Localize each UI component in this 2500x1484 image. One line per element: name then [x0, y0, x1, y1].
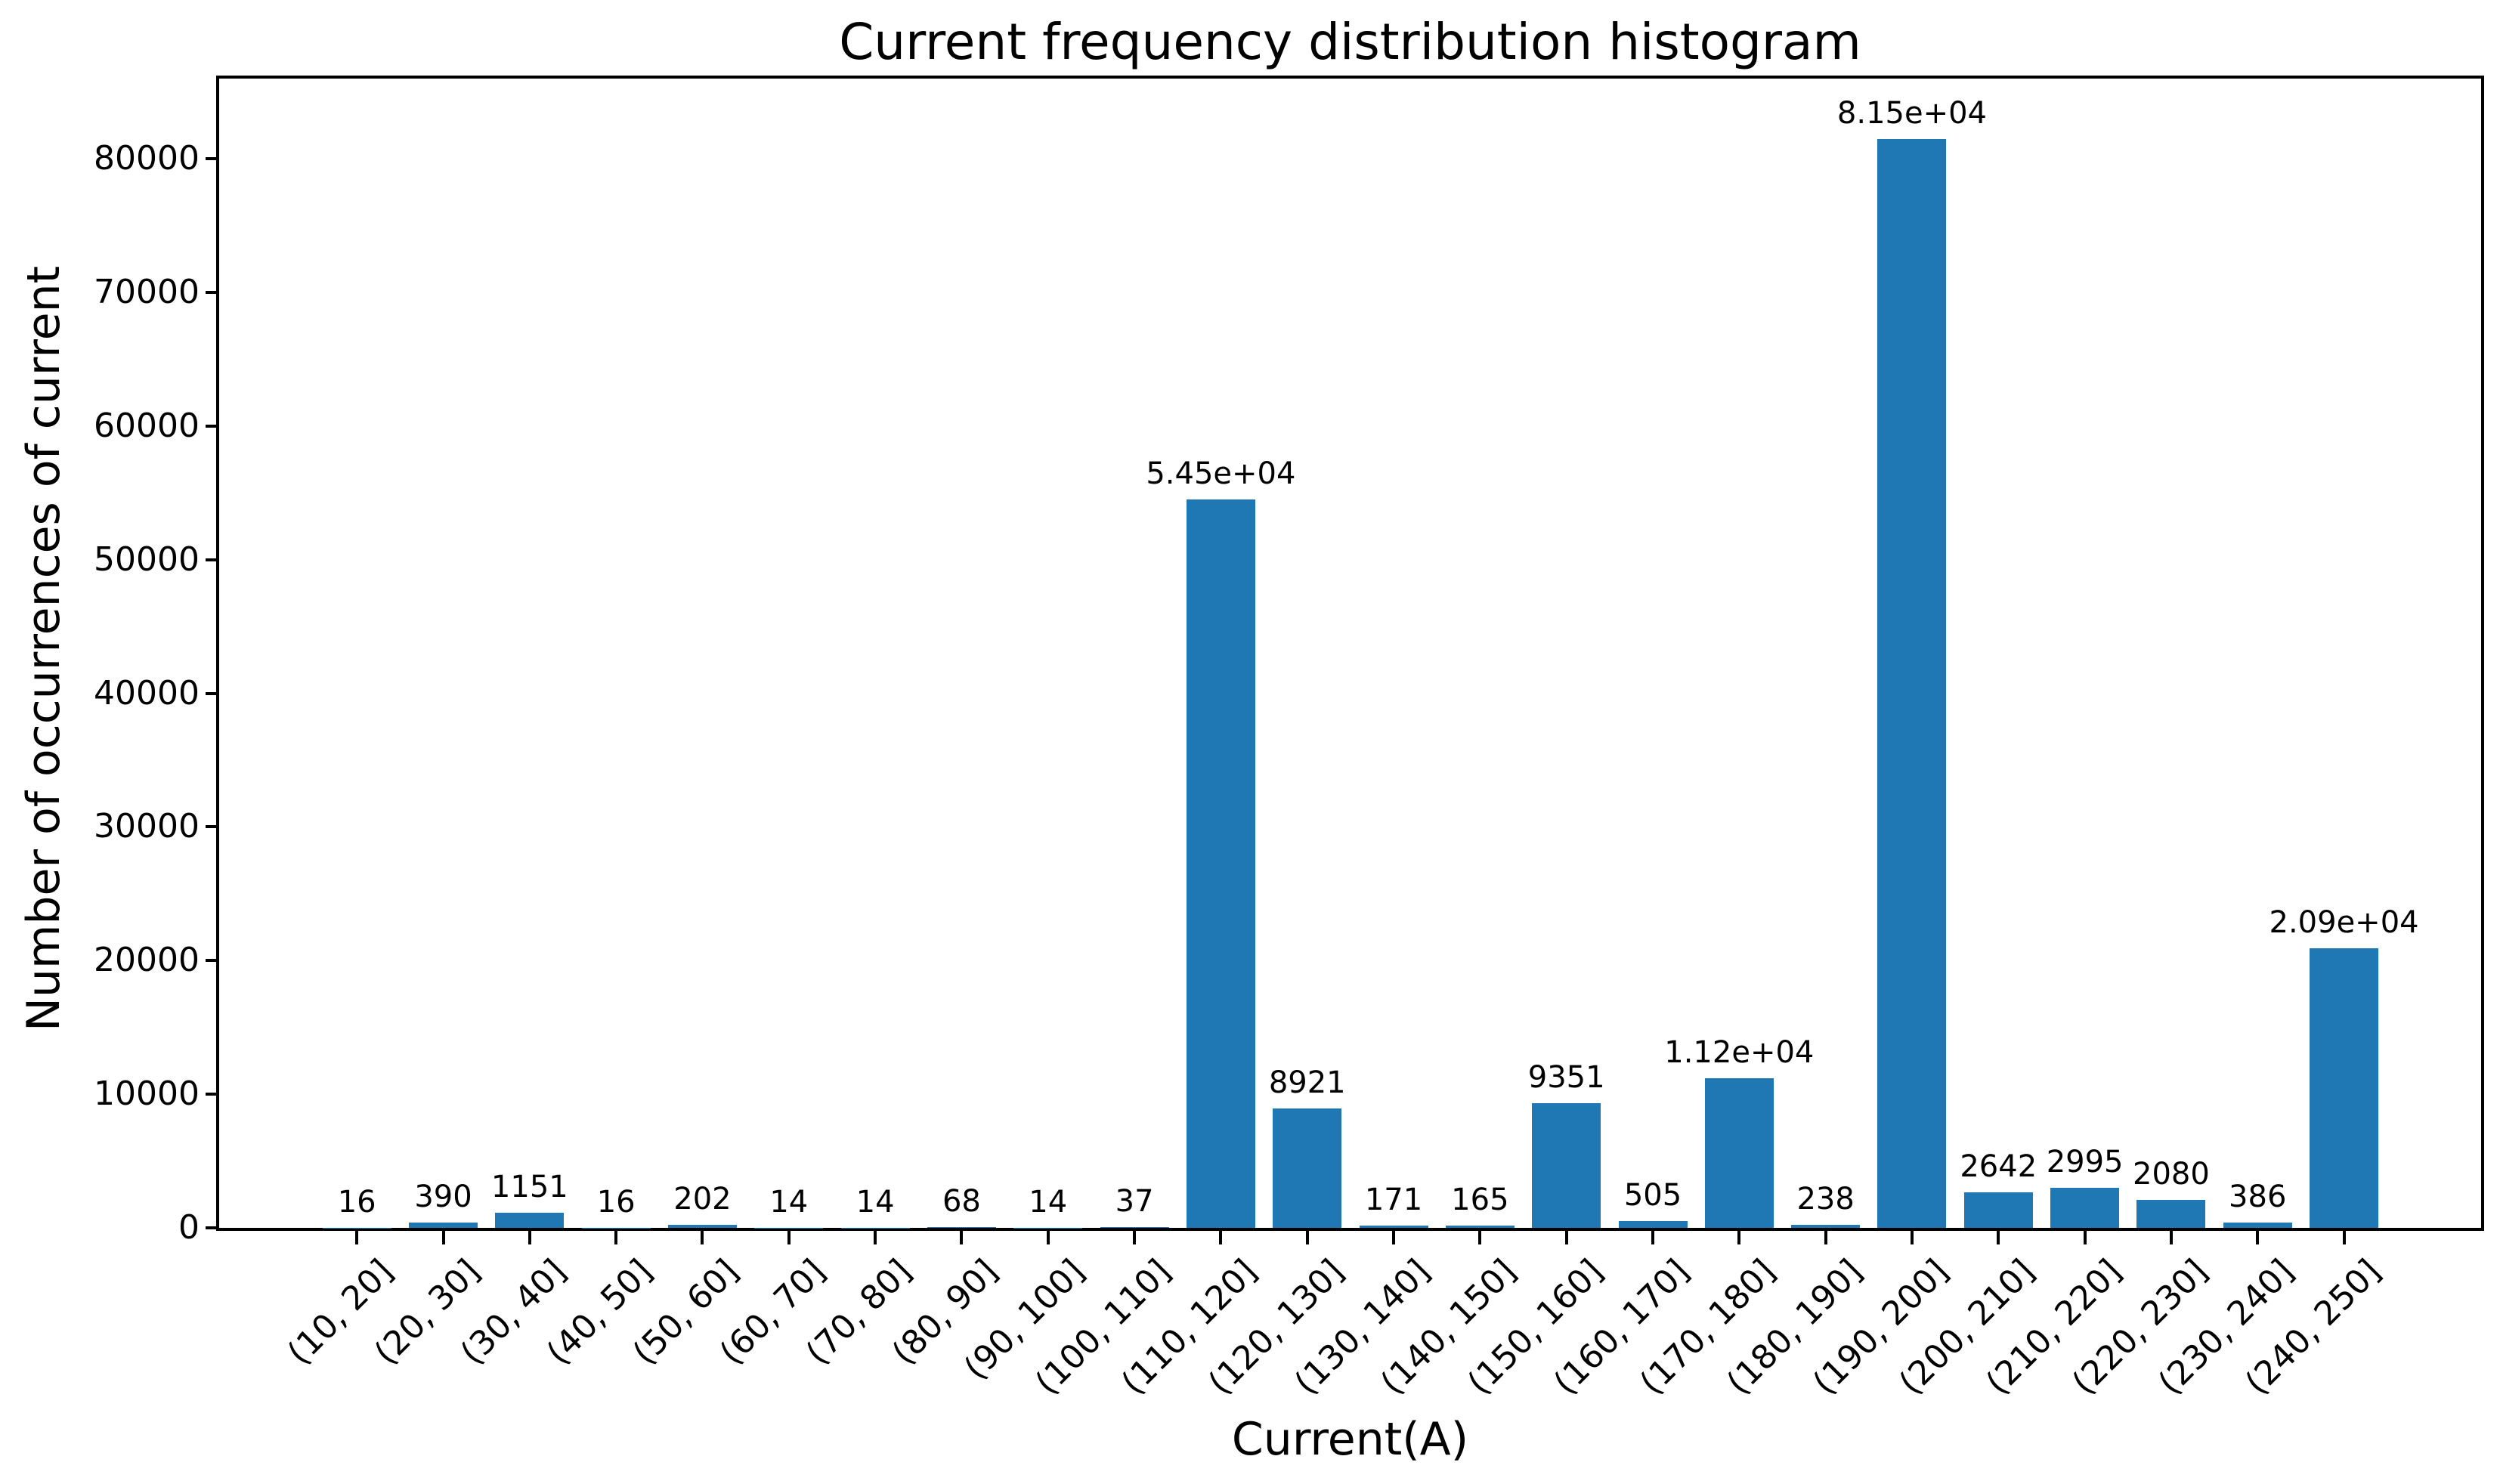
- x-tick-mark: [1219, 1231, 1223, 1244]
- x-tick-mark: [1564, 1231, 1568, 1244]
- x-tick-mark: [1651, 1231, 1654, 1244]
- bar: [1359, 1225, 1428, 1228]
- bar-value-label: 8921: [1268, 1065, 1346, 1101]
- x-tick-mark: [1046, 1231, 1050, 1244]
- x-tick-mark: [1478, 1231, 1482, 1244]
- y-tick-label: 30000: [94, 807, 200, 846]
- bar-value-label: 2.09e+04: [2269, 905, 2419, 941]
- y-tick-label: 0: [178, 1208, 200, 1247]
- y-tick-mark: [206, 1093, 219, 1096]
- x-tick-mark: [1737, 1231, 1741, 1244]
- bar-value-label: 238: [1796, 1181, 1855, 1217]
- y-tick-label: 40000: [94, 673, 200, 713]
- x-tick-mark: [1824, 1231, 1827, 1244]
- bar-value-label: 14: [856, 1184, 895, 1220]
- bar: [409, 1223, 478, 1228]
- y-tick-label: 60000: [94, 406, 200, 445]
- bar-value-label: 202: [673, 1182, 732, 1217]
- y-tick-label: 80000: [94, 139, 200, 178]
- bar: [2050, 1188, 2120, 1228]
- bar: [1877, 138, 1947, 1228]
- bar-value-label: 14: [769, 1184, 809, 1220]
- bar-value-label: 171: [1364, 1182, 1423, 1217]
- y-tick-label: 50000: [94, 539, 200, 579]
- x-tick-mark: [787, 1231, 791, 1244]
- plot-area: [216, 76, 2484, 1231]
- bar-value-label: 37: [1115, 1184, 1154, 1220]
- x-tick-mark: [614, 1231, 618, 1244]
- y-tick-mark: [206, 825, 219, 829]
- bar-value-label: 386: [2229, 1179, 2287, 1215]
- x-tick-mark: [1910, 1231, 1914, 1244]
- y-tick-mark: [206, 1226, 219, 1229]
- bar: [495, 1212, 565, 1228]
- y-tick-label: 10000: [94, 1074, 200, 1114]
- bar-value-label: 505: [1623, 1178, 1682, 1213]
- x-tick-mark: [528, 1231, 531, 1244]
- y-tick-mark: [206, 691, 219, 695]
- x-tick-mark: [1305, 1231, 1309, 1244]
- bar: [1273, 1108, 1342, 1228]
- bar-value-label: 2080: [2133, 1157, 2210, 1192]
- chart-title: Current frequency distribution histogram: [839, 13, 1861, 71]
- x-tick-mark: [2083, 1231, 2087, 1244]
- bar-value-label: 2995: [2046, 1145, 2124, 1180]
- x-tick-mark: [960, 1231, 964, 1244]
- bar: [667, 1225, 737, 1228]
- bar-value-label: 1151: [490, 1169, 568, 1204]
- y-tick-mark: [206, 959, 219, 963]
- x-tick-mark: [2342, 1231, 2346, 1244]
- bar: [1532, 1102, 1601, 1228]
- bar: [1791, 1224, 1861, 1228]
- y-tick-mark: [206, 558, 219, 561]
- bar: [1100, 1227, 1169, 1228]
- y-tick-label: 20000: [94, 941, 200, 980]
- bar-value-label: 8.15e+04: [1836, 95, 1987, 131]
- x-tick-mark: [355, 1231, 359, 1244]
- x-tick-mark: [2256, 1231, 2260, 1244]
- bar: [2136, 1200, 2206, 1228]
- bar-value-label: 16: [596, 1184, 636, 1220]
- x-tick-mark: [701, 1231, 704, 1244]
- bar-value-label: 390: [414, 1179, 472, 1215]
- y-tick-mark: [206, 290, 219, 294]
- bar-value-label: 16: [337, 1184, 376, 1220]
- bar: [1445, 1226, 1515, 1228]
- x-tick-mark: [874, 1231, 877, 1244]
- x-tick-mark: [2169, 1231, 2173, 1244]
- x-tick-mark: [1133, 1231, 1137, 1244]
- y-tick-label: 70000: [94, 272, 200, 311]
- bar: [1618, 1221, 1688, 1228]
- bar: [1963, 1192, 2033, 1228]
- x-tick-mark: [1997, 1231, 2000, 1244]
- x-tick-mark: [1392, 1231, 1396, 1244]
- bar-value-label: 165: [1451, 1183, 1509, 1218]
- bar: [2223, 1223, 2292, 1228]
- bar-value-label: 68: [942, 1183, 981, 1219]
- y-axis-label: Number of occurrences of current: [17, 265, 70, 1031]
- bar-value-label: 14: [1029, 1184, 1068, 1220]
- bar: [1704, 1077, 1774, 1228]
- bar: [2310, 948, 2379, 1228]
- bar-value-label: 9351: [1527, 1059, 1605, 1095]
- bar-value-label: 2642: [1960, 1149, 2037, 1185]
- bar-value-label: 1.12e+04: [1664, 1034, 1815, 1070]
- x-axis-label: Current(A): [1231, 1413, 1469, 1466]
- bar-value-label: 5.45e+04: [1146, 456, 1296, 492]
- bar: [927, 1226, 996, 1228]
- x-tick-mark: [441, 1231, 445, 1244]
- y-tick-mark: [206, 424, 219, 428]
- bar: [1186, 499, 1255, 1228]
- y-tick-mark: [206, 157, 219, 161]
